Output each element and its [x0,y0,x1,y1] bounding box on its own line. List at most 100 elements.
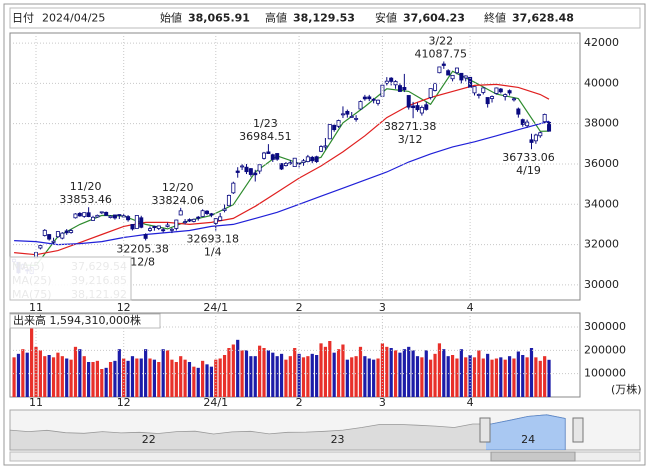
volume-bar [323,346,328,397]
x-tick-label: 24/1 [203,301,228,314]
volume-bar [407,346,411,397]
navigator-selected-area [486,414,566,450]
x-tick-label: 4 [467,396,474,409]
volume-bar [51,357,56,397]
range-handle-right[interactable] [572,417,584,443]
candle-body [183,221,188,224]
volume-bar [240,350,244,397]
candle-body [533,134,538,142]
x-tick-label: 11 [29,396,43,409]
x-tick-label: 4 [467,301,474,314]
volume-bar [433,353,437,397]
volume-bar [258,345,262,397]
candle-body [490,96,495,99]
volume-bar [139,358,143,397]
volume-bar [196,367,200,397]
volume-bar [534,357,538,397]
candle-body [196,216,201,219]
volume-tick-label: 200000 [584,343,626,356]
header-bar [9,7,641,29]
volume-bar [262,348,266,397]
candle-body [516,108,521,115]
volume-bar [148,358,152,397]
volume-bar [385,346,389,397]
volume-bar [78,349,82,397]
candle-body [47,234,52,240]
volume-bar [297,353,301,397]
volume-bar [30,327,34,397]
y-tick-label: 40000 [584,76,619,89]
candle-body [191,218,196,222]
candle-body [235,170,240,173]
volume-bar [205,364,209,397]
scrollbar-thumb[interactable] [490,451,576,462]
candle-body [349,115,354,118]
candle-body [525,121,530,127]
volume-bar [376,358,380,397]
volume-bar [113,360,117,397]
volume-bar [538,360,542,397]
candle-body [529,139,534,143]
header-field-value: 37,604.23 [403,12,465,25]
volume-bar [152,359,156,397]
candle-body [117,214,122,216]
candle-body [139,217,144,228]
volume-bar [170,359,174,397]
volume-bar [157,362,161,397]
candle-body [226,194,231,207]
candle-body [174,219,179,229]
volume-bar [60,356,64,397]
volume-bar [301,357,306,397]
candle-body [134,215,139,229]
annotation-date: 1/4 [204,246,222,259]
volume-bar [486,353,490,397]
volume-bar [218,358,222,397]
candle-body [367,96,372,100]
volume-bar [424,350,428,397]
annotation-date: 12/8 [130,255,155,268]
range-handle-left[interactable] [479,417,491,443]
volume-bar [91,362,95,397]
candle-body [389,77,394,82]
candle-body [411,105,416,109]
candle-body [169,228,174,231]
candle-body [240,165,245,168]
volume-bar [122,358,126,397]
volume-bar [214,359,218,397]
candle-body [200,210,205,217]
volume-bar [481,358,485,397]
scrollbar-track [9,451,641,462]
candle-body [266,151,271,154]
candle-body [340,113,345,116]
header-field-label: 高値 [265,11,287,25]
volume-bar [306,356,310,397]
candle-body [507,90,512,94]
volume-unit: (万株) [611,382,642,396]
volume-tick-label: 300000 [584,320,626,333]
candle-body [187,219,192,222]
x-tick-label: 12 [117,301,131,314]
candle-body [419,107,424,114]
y-tick-label: 38000 [584,117,619,130]
volume-bar [279,353,284,397]
volume-bar [503,359,507,397]
candle-body [270,154,275,160]
candle-body [165,224,170,227]
annotation-date: 4/19 [516,164,541,177]
candle-body [327,124,332,140]
y-tick-label: 42000 [584,36,619,49]
volume-bar [161,349,165,397]
volume-bar [288,356,292,397]
candle-body [112,214,117,219]
candle-body [459,72,464,81]
candle-body [362,96,367,100]
candle-body [156,225,161,229]
volume-bar [69,359,73,397]
candle-body [108,215,113,218]
candle-body [244,166,249,173]
volume-bar [174,362,178,397]
volume-bar [521,355,525,397]
candle-body [538,132,543,137]
volume-bar [25,352,29,397]
volume-bar [100,369,104,397]
